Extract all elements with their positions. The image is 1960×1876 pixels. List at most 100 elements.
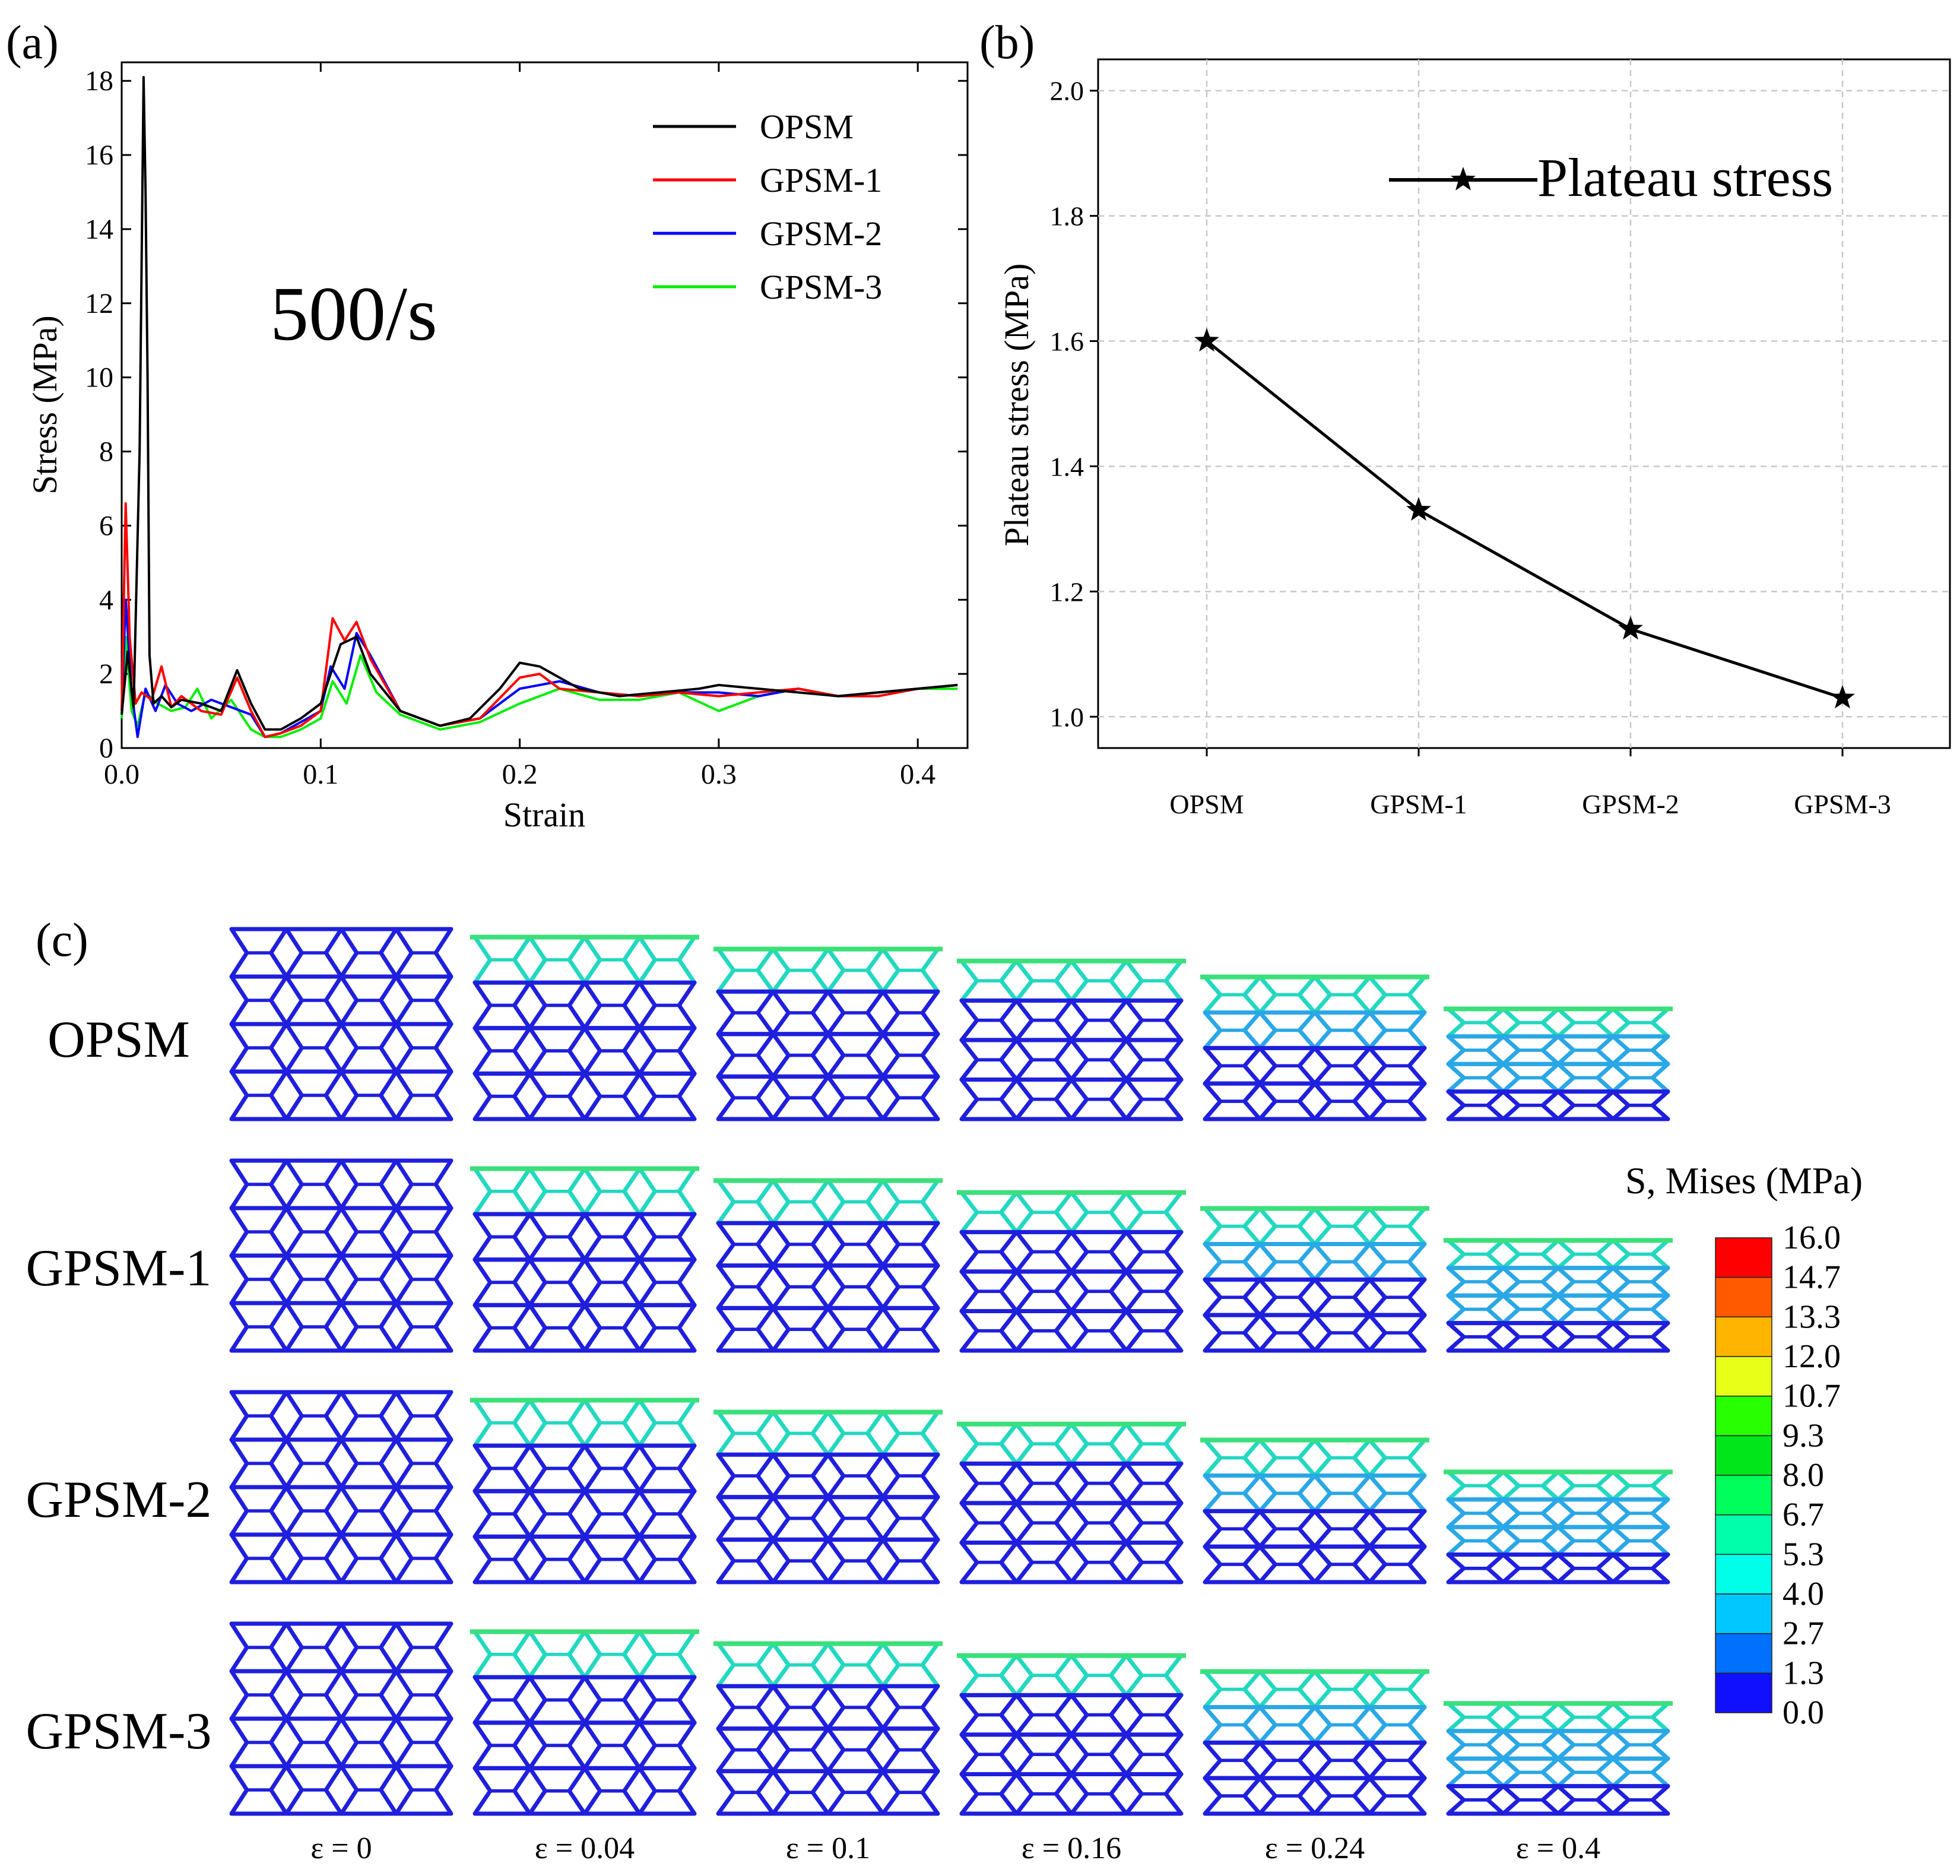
legend-b: Plateau stress: [1389, 147, 1833, 208]
y-tick-label: 8: [99, 436, 113, 468]
x-ticks-b: OPSM GPSM-1 GPSM-2 GPSM-3: [1169, 748, 1891, 819]
lattice-snapshot: [1200, 1206, 1429, 1353]
colorbar-level: 6.7: [1783, 1497, 1824, 1533]
colorbar-level: 8.0: [1783, 1457, 1824, 1494]
y-ticks-a: 0 2 4 6 8 10 12 14 16 18: [85, 65, 968, 764]
lattice-snapshot: [470, 1166, 699, 1353]
plot-frame-a: [120, 61, 969, 749]
data-point-star: [1618, 616, 1643, 640]
colorbar-segment: [1715, 1435, 1772, 1476]
row-label: GPSM-2: [26, 1471, 212, 1529]
lattice-snapshot: [1200, 1669, 1429, 1816]
x-tick-label: 0.4: [900, 759, 935, 790]
lattice-snapshot: [470, 934, 699, 1121]
plot-frame-b: [1097, 58, 1951, 749]
row-labels: OPSM GPSM-1 GPSM-2 GPSM-3: [26, 1011, 212, 1760]
row-label: GPSM-3: [26, 1703, 212, 1760]
legend-label: GPSM-1: [760, 161, 882, 199]
lattice-snapshot: [1444, 1006, 1673, 1121]
column-label: ε = 0.16: [1022, 1831, 1121, 1865]
y-tick-label: 1.4: [1050, 451, 1084, 481]
colorbar-segment: [1715, 1554, 1772, 1595]
x-tick-label: 0.0: [104, 759, 139, 790]
y-tick-label: 4: [99, 584, 113, 616]
colorbar-segment: [1715, 1276, 1772, 1318]
y-tick-label: 2: [99, 658, 113, 690]
data-point-star: [1194, 328, 1219, 352]
y-tick-label: 14: [85, 214, 113, 245]
colorbar-segment: [1715, 1633, 1772, 1674]
x-tick-label: GPSM-1: [1370, 789, 1467, 819]
row-label: OPSM: [47, 1011, 190, 1069]
y-tick-label: 6: [99, 510, 113, 541]
x-tick-label: 0.1: [303, 759, 338, 790]
strain-rate-annotation: 500/s: [270, 271, 437, 357]
colorbar-level: 2.7: [1783, 1615, 1824, 1652]
legend-label: OPSM: [760, 107, 854, 146]
lattice-snapshot: [229, 1390, 453, 1585]
legend-star-icon: [1451, 167, 1476, 191]
series-lines-a: [120, 76, 958, 739]
lattice-snapshot: [1200, 1437, 1429, 1585]
colorbar-segment: [1715, 1514, 1772, 1555]
colorbar-title: S, Mises (MPa): [1625, 1159, 1863, 1202]
lattice-snapshot: [1444, 1238, 1673, 1353]
lattice-snapshot: [957, 1190, 1186, 1353]
column-label: ε = 0.1: [786, 1831, 870, 1865]
series-line-gpsm-3: [120, 635, 958, 739]
legend-label: GPSM-3: [760, 268, 882, 306]
x-ticks-a: 0.0 0.1 0.2 0.3 0.4: [104, 62, 935, 790]
legend-a: OPSM GPSM-1 GPSM-2 GPSM-3: [653, 107, 882, 306]
plateau-stress-line: [1206, 340, 1843, 699]
column-label: ε = 0.4: [1516, 1831, 1600, 1865]
colorbar-level: 5.3: [1783, 1536, 1824, 1573]
colorbar-level: 9.3: [1783, 1417, 1824, 1454]
lattice-snapshot: [713, 1409, 943, 1585]
series-line-opsm: [120, 76, 958, 731]
colorbar-level: 0.0: [1783, 1694, 1824, 1731]
x-tick-label: 0.3: [701, 759, 737, 790]
lattice-snapshots: [229, 927, 1673, 1816]
lattice-snapshot: [229, 927, 453, 1121]
colorbar-level: 14.7: [1783, 1259, 1841, 1296]
colorbar-segment: [1715, 1593, 1772, 1634]
lattice-snapshot: [229, 1158, 453, 1353]
y-tick-label: 1.0: [1050, 702, 1084, 732]
lattice-snapshot: [957, 1653, 1186, 1816]
colorbar-segment: [1715, 1395, 1772, 1437]
y-tick-label: 10: [85, 362, 113, 394]
grid-b: [1098, 59, 1950, 748]
colorbar-segment: [1715, 1356, 1772, 1397]
panel-label-c: (c): [36, 914, 88, 966]
colorbar-segment: [1715, 1316, 1772, 1357]
y-tick-label: 18: [85, 65, 113, 97]
y-axis-label-a: Stress (MPa): [26, 315, 64, 494]
column-label: ε = 0: [310, 1831, 372, 1865]
x-tick-label: GPSM-3: [1794, 789, 1891, 819]
y-tick-label: 1.2: [1050, 576, 1084, 607]
colorbar-level: 12.0: [1783, 1338, 1841, 1375]
lattice-snapshot: [470, 1629, 699, 1816]
colorbar: 16.014.713.312.010.79.38.06.75.34.02.71.…: [1715, 1219, 1841, 1731]
x-tick-label: 0.2: [502, 759, 538, 790]
lattice-snapshot: [957, 1421, 1186, 1585]
column-label: ε = 0.24: [1265, 1831, 1365, 1865]
lattice-snapshot: [1444, 1469, 1673, 1585]
colorbar-level: 16.0: [1783, 1219, 1841, 1256]
series-line-gpsm-2: [120, 598, 958, 739]
lattice-snapshot: [229, 1621, 453, 1816]
y-axis-label-b: Plateau stress (MPa): [997, 264, 1036, 547]
y-tick-label: 2.0: [1050, 76, 1084, 106]
row-label: GPSM-1: [26, 1240, 212, 1297]
legend-label: Plateau stress: [1537, 147, 1833, 208]
colorbar-segment: [1715, 1237, 1772, 1278]
colorbar-level: 1.3: [1783, 1655, 1824, 1691]
plateau-stress-chart: 1.0 1.2 1.4 1.6 1.8 2.0 OPSM GPSM-1 GPSM-2 GPSM-…: [997, 58, 1951, 819]
y-tick-label: 0: [99, 733, 113, 764]
column-labels: ε = 0 ε = 0.04 ε = 0.1 ε = 0.16 ε = 0.24 ε = …: [310, 1831, 1600, 1865]
lattice-snapshot: [1200, 974, 1429, 1121]
colorbar-segment: [1715, 1475, 1772, 1516]
lattice-snapshot: [713, 1178, 943, 1353]
